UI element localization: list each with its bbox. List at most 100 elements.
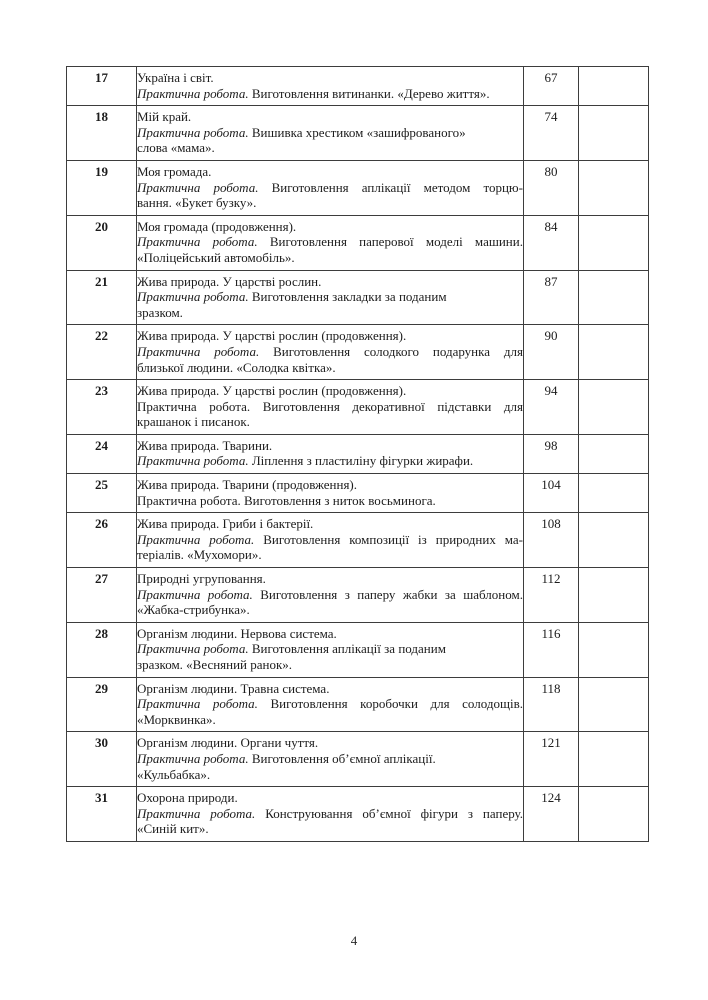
topic-title: Мій край. [137, 109, 192, 125]
topic-title: Моя громада (продовження). [137, 218, 297, 234]
practical-work-label: Практична робота. [137, 641, 249, 657]
practical-work-label: Практична робота. [137, 750, 249, 766]
practical-work-line: Практична робота. Виготовлення аплікації… [137, 179, 523, 195]
row-number: 24 [66, 433, 137, 475]
row-number: 25 [66, 473, 137, 514]
practical-work-label: Практична робота. [137, 805, 256, 821]
practical-work-label: Практична робота. [137, 586, 253, 602]
table-row: 17 Україна і світ. Практична робота. Вигот… [66, 65, 649, 107]
practical-work-line: крашанок і писанок. [137, 414, 250, 430]
topic-title: Природні угруповання. [137, 571, 266, 587]
row-description: Моя громада (продовження). Практична робо… [136, 214, 524, 271]
row-number: 18 [66, 105, 137, 161]
practical-work-label: Практична робота. [137, 531, 255, 547]
row-number: 20 [66, 214, 137, 271]
row-description: Жива природа. Гриби і бактерії. Практична… [136, 512, 524, 569]
row-page-number: 90 [523, 324, 579, 381]
row-page-number: 104 [523, 473, 579, 514]
table-row: 30 Організм людини. Органи чуття. Практичн… [66, 731, 649, 788]
row-page-number: 74 [523, 105, 579, 161]
row-empty-cell [578, 731, 649, 788]
practical-work-line: Практична робота. Виготовлення витинанки… [137, 85, 490, 101]
row-number: 17 [66, 65, 137, 107]
row-description: Організм людини. Нервова система. Практич… [136, 621, 524, 678]
table-row: 28 Організм людини. Нервова система. Практ… [66, 621, 649, 678]
row-number: 30 [66, 731, 137, 788]
table-row: 22 Жива природа. У царстві рослин (продов… [66, 324, 649, 381]
row-number: 27 [66, 567, 137, 623]
table-row: 18 Мій край. Практична робота. Вишивка хре… [66, 105, 649, 161]
row-description: Жива природа. У царстві рослин (продовже… [136, 379, 524, 435]
row-description: Мій край. Практична робота. Вишивка хрест… [136, 105, 524, 161]
practical-work-line: Практична робота. Виготовлення композиці… [137, 531, 523, 547]
row-page-number: 121 [523, 731, 579, 788]
row-page-number: 116 [523, 621, 579, 678]
row-number: 31 [66, 786, 137, 842]
practical-work-line: Практична робота. Виготовлення об’ємної … [137, 750, 436, 766]
practical-work-line: Практична робота. Виготовлення аплікації… [137, 641, 446, 657]
table-row: 29 Організм людини. Травна система. Практи… [66, 676, 649, 733]
row-empty-cell [578, 473, 649, 514]
topic-title: Жива природа. Гриби і бактерії. [137, 516, 314, 532]
row-page-number: 118 [523, 676, 579, 733]
row-page-number: 112 [523, 567, 579, 623]
practical-work-line: «Кульбабка». [137, 766, 211, 782]
page-footer-number: 4 [350, 933, 358, 948]
row-description: Охорона природи. Практична робота. Констр… [136, 786, 524, 842]
table-row: 24 Жива природа. Тварини. Практична робота… [66, 433, 649, 475]
row-number: 22 [66, 324, 137, 381]
row-empty-cell [578, 433, 649, 475]
row-description: Жива природа. У царстві рослин. Практична… [136, 269, 524, 326]
table-row: 23 Жива природа. У царстві рослин (продов… [66, 379, 649, 435]
practical-work-label: Практична робота. [137, 289, 249, 305]
practical-work-label: Практична робота. [137, 453, 249, 469]
practical-work-line: Практична робота. Виготовлення паперової… [137, 234, 523, 250]
practical-work-line: теріалів. «Мухомори». [137, 547, 262, 563]
topic-title: Організм людини. Травна система. [137, 680, 330, 696]
row-empty-cell [578, 512, 649, 569]
table-row: 27 Природні угруповання. Практична робота.… [66, 567, 649, 623]
practical-work-line: «Жабка-стрибунка». [137, 602, 250, 618]
table-row: 31 Охорона природи. Практична робота. Конс… [66, 786, 649, 842]
practical-work-line: Практична робота. Виготовлення з паперу … [137, 586, 523, 602]
practical-work-line: «Морквинка». [137, 711, 216, 727]
row-page-number: 98 [523, 433, 579, 475]
contents-table: 17 Україна і світ. Практична робота. Вигот… [66, 65, 649, 842]
practical-work-line: «Синій кит». [137, 821, 209, 837]
practical-work-label: Практична робота. [137, 696, 258, 712]
row-page-number: 108 [523, 512, 579, 569]
topic-title: Охорона природи. [137, 790, 238, 806]
practical-work-line: Практична робота. Виготовлення закладки … [137, 289, 447, 305]
row-number: 29 [66, 676, 137, 733]
row-empty-cell [578, 621, 649, 678]
row-page-number: 124 [523, 786, 579, 842]
row-description: Природні угруповання. Практична робота. В… [136, 567, 524, 623]
row-empty-cell [578, 676, 649, 733]
practical-work-line: зразком. «Весняний ранок». [137, 657, 293, 672]
row-empty-cell [578, 65, 649, 107]
topic-title: Жива природа. Тварини (продовження). [137, 477, 358, 493]
practical-work-line: Практична робота. Ліплення з пластиліну … [137, 453, 474, 469]
practical-work-line: «Поліцейський автомобіль». [137, 249, 295, 265]
row-page-number: 80 [523, 159, 579, 216]
topic-title: Жива природа. Тварини. [137, 437, 273, 453]
row-description: Жива природа. Тварини. Практична робота. … [136, 433, 524, 475]
row-number: 28 [66, 621, 137, 678]
row-empty-cell [578, 159, 649, 216]
topic-title: Жива природа. У царстві рослин. [137, 273, 322, 289]
row-number: 26 [66, 512, 137, 569]
topic-title: Організм людини. Органи чуття. [137, 735, 319, 751]
table-row: 19 Моя громада. Практична робота. Виготовл… [66, 159, 649, 216]
practical-work-label: Практична робота. [137, 492, 241, 508]
topic-title: Моя громада. [137, 163, 212, 179]
row-number: 21 [66, 269, 137, 326]
practical-work-label: Практична робота. [137, 179, 259, 195]
practical-work-line: Практична робота. Конструювання об’ємної… [137, 805, 523, 821]
practical-work-label: Практична робота. [137, 398, 251, 414]
practical-work-line: Практична робота. Виготовлення коробочки… [137, 696, 523, 712]
row-number: 23 [66, 379, 137, 435]
row-description: Україна і світ. Практична робота. Виготов… [136, 65, 524, 107]
row-description: Жива природа. Тварини (продовження). Прак… [136, 473, 524, 514]
contents-table-body: 17 Україна і світ. Практична робота. Вигот… [66, 65, 649, 842]
row-description: Організм людини. Травна система. Практичн… [136, 676, 524, 733]
